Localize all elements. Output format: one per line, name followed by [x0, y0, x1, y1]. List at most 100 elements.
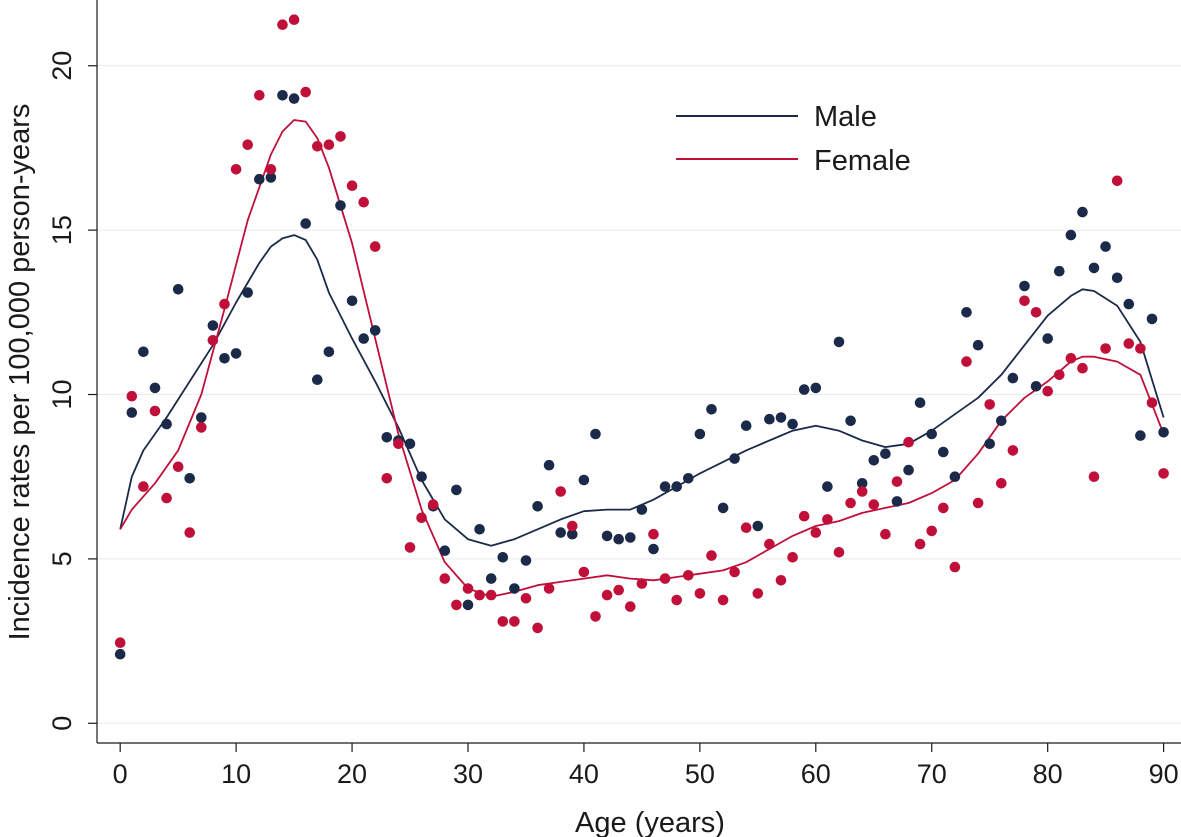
data-points: [114, 14, 1169, 660]
point-female-age-5: [172, 461, 184, 473]
point-male-age-79: [1030, 381, 1042, 392]
point-male-age-7: [196, 412, 207, 423]
point-male-age-49: [683, 473, 694, 484]
point-female-age-64: [856, 486, 868, 497]
point-female-age-59: [798, 510, 810, 522]
point-female-age-4: [161, 492, 172, 504]
point-female-age-34: [509, 616, 520, 627]
point-male-age-26: [416, 471, 427, 483]
point-female-age-65: [868, 499, 880, 510]
point-male-age-66: [880, 448, 891, 460]
point-female-age-79: [1030, 307, 1042, 318]
fit-line-female: [119, 119, 1165, 598]
point-male-age-78: [1019, 280, 1030, 292]
point-female-age-56: [764, 538, 775, 550]
point-male-age-84: [1088, 262, 1100, 274]
point-male-age-18: [323, 346, 335, 358]
point-male-age-16: [300, 218, 312, 229]
point-female-age-78: [1019, 295, 1030, 307]
point-female-age-84: [1088, 471, 1100, 483]
point-male-age-19: [335, 200, 346, 211]
point-female-age-13: [265, 164, 277, 175]
point-female-age-46: [648, 528, 659, 540]
y-tick-label-5: 5: [47, 551, 77, 566]
point-female-age-36: [532, 622, 543, 634]
point-female-age-58: [787, 552, 798, 563]
point-female-age-61: [822, 514, 833, 525]
point-male-age-87: [1123, 298, 1135, 310]
point-female-age-2: [138, 481, 149, 492]
legend: Male Female: [676, 101, 911, 177]
point-male-age-52: [717, 502, 729, 514]
y-tick-label-0: 0: [47, 716, 77, 731]
point-male-age-30: [462, 599, 474, 611]
gridlines: [97, 65, 1181, 724]
point-male-age-64: [856, 478, 868, 489]
point-female-age-27: [427, 499, 439, 510]
point-female-age-50: [694, 588, 706, 599]
point-male-age-4: [161, 418, 172, 430]
point-male-age-72: [949, 471, 961, 483]
point-female-age-23: [381, 473, 393, 484]
point-female-age-69: [914, 538, 926, 550]
point-female-age-44: [625, 601, 636, 612]
point-female-age-11: [242, 139, 253, 150]
point-female-age-73: [961, 356, 972, 367]
x-tick-label-40: 40: [569, 759, 599, 789]
y-tick-label-10: 10: [47, 379, 77, 409]
point-female-age-70: [926, 525, 937, 537]
point-female-age-33: [497, 616, 509, 627]
point-male-age-76: [996, 415, 1007, 427]
fit-line-male: [119, 234, 1165, 547]
point-male-age-20: [346, 295, 358, 307]
point-male-age-0: [114, 648, 126, 660]
point-male-age-36: [532, 501, 543, 512]
point-male-age-38: [555, 527, 566, 538]
point-male-age-34: [509, 583, 520, 594]
point-female-age-62: [833, 547, 845, 558]
point-male-age-8: [207, 320, 219, 331]
point-male-age-41: [590, 428, 601, 440]
point-female-age-53: [729, 566, 740, 578]
point-male-age-31: [474, 524, 485, 535]
point-female-age-57: [775, 575, 787, 586]
point-female-age-72: [949, 561, 961, 573]
point-male-age-33: [497, 552, 509, 563]
point-male-age-35: [520, 555, 532, 566]
point-male-age-58: [787, 418, 798, 430]
point-female-age-86: [1111, 175, 1123, 187]
y-tick-label-20: 20: [47, 51, 77, 81]
series-points-female: [114, 14, 1169, 648]
point-female-age-83: [1077, 362, 1088, 374]
point-female-age-19: [335, 131, 346, 142]
point-female-age-6: [184, 527, 195, 538]
point-male-age-51: [706, 404, 717, 415]
point-male-age-74: [972, 339, 984, 351]
point-male-age-81: [1054, 265, 1065, 277]
point-male-age-55: [752, 520, 764, 532]
point-male-age-83: [1077, 206, 1088, 218]
point-female-age-40: [578, 566, 590, 578]
point-female-age-35: [520, 593, 532, 604]
point-male-age-21: [358, 333, 370, 344]
point-female-age-31: [474, 589, 485, 601]
point-male-age-71: [938, 446, 949, 458]
point-female-age-9: [219, 298, 230, 310]
point-female-age-90: [1158, 468, 1169, 479]
point-female-age-48: [671, 594, 682, 606]
x-tick-label-0: 0: [113, 759, 128, 789]
point-male-age-25: [404, 438, 416, 450]
point-male-age-57: [775, 412, 787, 423]
point-female-age-80: [1042, 385, 1053, 397]
point-male-age-11: [242, 287, 253, 298]
point-male-age-67: [891, 496, 903, 507]
point-male-age-46: [648, 543, 659, 555]
point-male-age-14: [277, 90, 288, 101]
series-points-male: [114, 90, 1169, 660]
point-male-age-6: [184, 473, 195, 484]
point-female-age-60: [810, 527, 822, 538]
point-female-age-85: [1100, 343, 1111, 354]
point-male-age-29: [451, 484, 462, 496]
point-female-age-88: [1135, 343, 1146, 354]
